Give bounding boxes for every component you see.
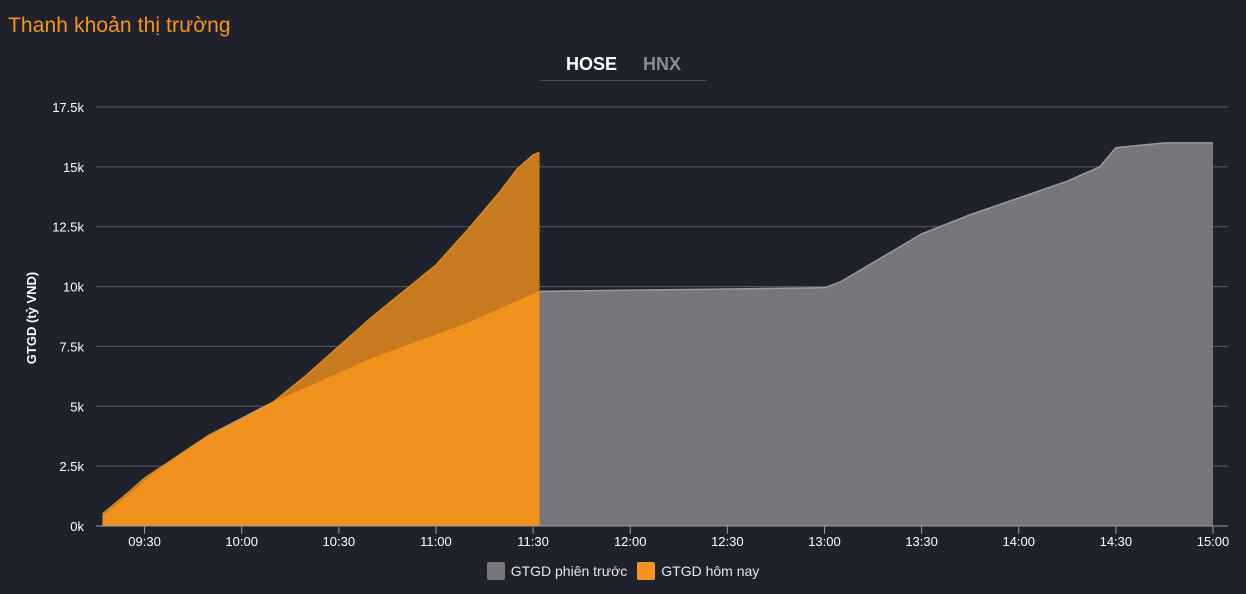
x-tick-label: 12:30: [711, 534, 744, 549]
chart-areas: [101, 142, 1214, 526]
x-tick-label: 14:30: [1100, 534, 1133, 549]
x-tick-label: 11:30: [517, 534, 549, 549]
x-tick-label: 14:00: [1002, 534, 1035, 549]
legend-item-today[interactable]: GTGD hôm nay: [637, 562, 759, 580]
y-tick-label: 2.5k: [59, 459, 84, 474]
legend-label-today: GTGD hôm nay: [661, 563, 760, 579]
x-tick-label: 12:00: [614, 534, 647, 549]
x-tick-label: 13:30: [905, 534, 938, 549]
y-tick-label: 15k: [63, 160, 84, 175]
y-tick-label: 0k: [70, 519, 84, 534]
x-tick-label: 10:00: [225, 534, 258, 549]
y-tick-label: 12.5k: [52, 220, 84, 235]
x-tick-label: 13:00: [808, 534, 841, 549]
line-today: [101, 151, 540, 515]
y-tick-label: 17.5k: [52, 100, 84, 115]
y-tick-label: 7.5k: [59, 339, 84, 354]
chart-legend: GTGD phiên trước GTGD hôm nay: [0, 562, 1246, 580]
y-axis-label: GTGD (tỷ VND): [24, 272, 39, 364]
chart-axes: 0k 2.5k 5k 7.5k 10k 12.5k 15k 17.5k 09:30 10:00 10…: [52, 100, 1229, 549]
y-tick-label: 5k: [70, 399, 84, 414]
liquidity-chart: 0k 2.5k 5k 7.5k 10k 12.5k 15k 17.5k 09:30 10:00 10…: [24, 100, 1229, 549]
x-tick-label: 11:00: [420, 534, 452, 549]
chart-title: Thanh khoản thị trường: [8, 14, 231, 37]
y-tick-label: 10k: [63, 280, 84, 295]
exchange-tabs: HOSE HNX: [540, 52, 707, 81]
legend-swatch-today: [637, 562, 656, 580]
tab-hnx[interactable]: HNX: [643, 54, 682, 74]
area-today-overlap: [102, 291, 540, 526]
legend-label-previous: GTGD phiên trước: [510, 563, 628, 579]
tab-hose[interactable]: HOSE: [565, 54, 617, 74]
legend-item-previous[interactable]: GTGD phiên trước: [486, 562, 628, 580]
x-tick-label: 09:30: [128, 534, 161, 549]
legend-swatch-previous: [486, 562, 505, 580]
x-tick-label: 10:30: [323, 534, 356, 549]
x-tick-label: 15:00: [1197, 534, 1230, 549]
